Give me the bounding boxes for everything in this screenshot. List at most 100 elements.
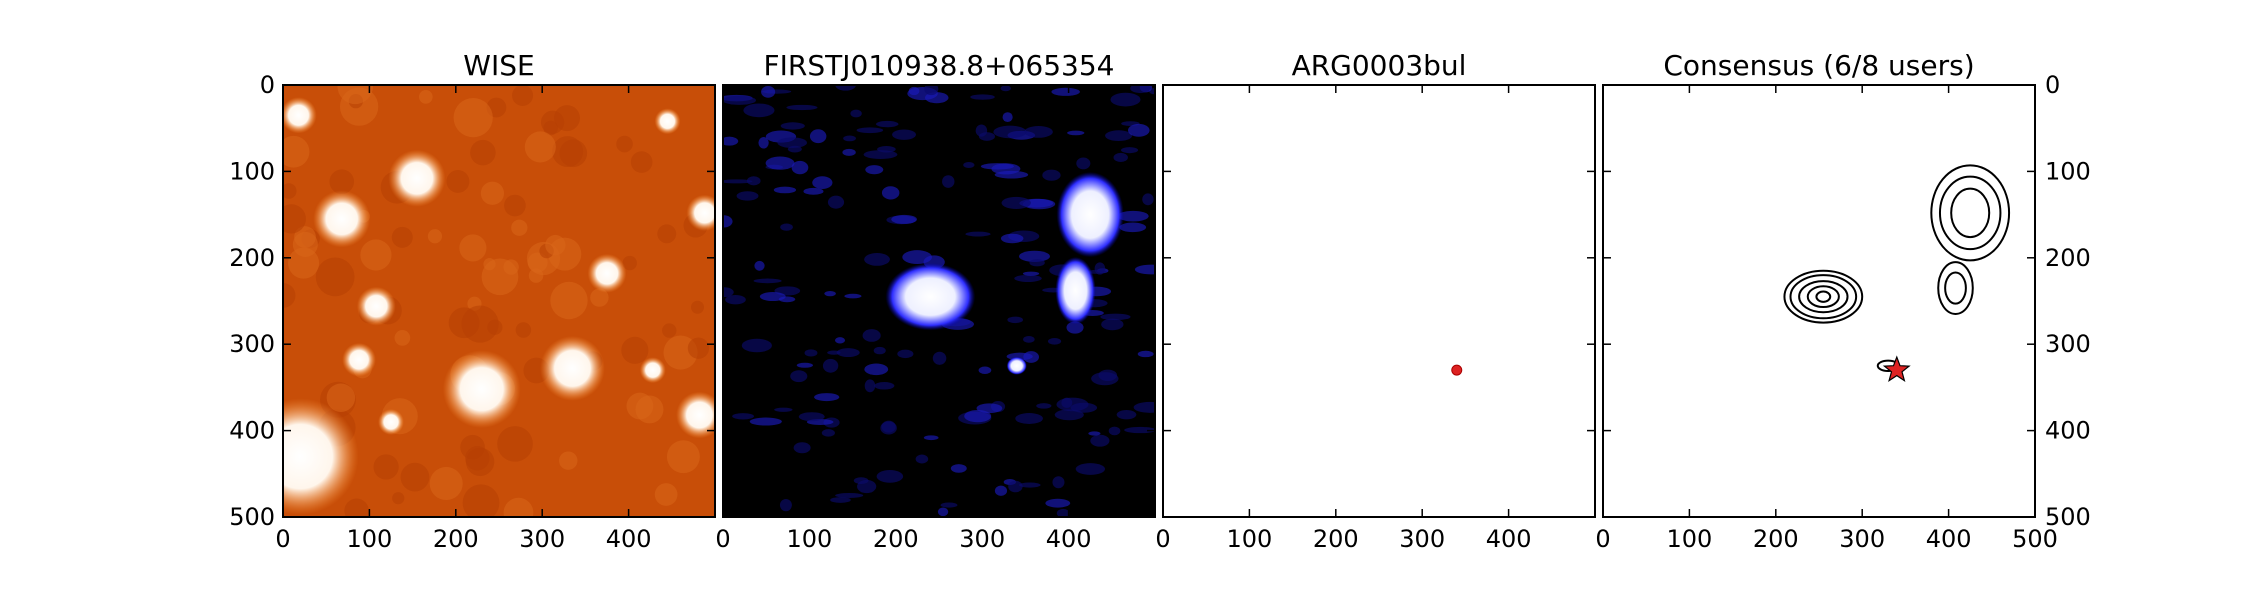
x-tick-label: 0 (275, 525, 290, 553)
noise-blob (480, 181, 505, 205)
noise-blob (850, 109, 862, 118)
contour-level (1944, 271, 1967, 305)
noise-blob (461, 305, 499, 343)
noise-blob (1014, 274, 1042, 282)
noise-blob (1007, 316, 1024, 324)
noise-blob (1023, 336, 1035, 343)
x-tick-label: 100 (786, 525, 832, 553)
noise-blob (337, 85, 373, 105)
y-tick-label: 200 (2045, 244, 2091, 272)
x-tick-label: 100 (1666, 525, 1712, 553)
noise-blob (1036, 403, 1052, 409)
noise-blob (994, 170, 1029, 179)
noise-blob (908, 86, 920, 96)
noise-blob (528, 268, 544, 283)
noise-blob (1120, 147, 1139, 154)
noise-blob (1137, 350, 1154, 358)
noise-blob (824, 291, 836, 297)
x-tick-label: 200 (873, 525, 919, 553)
wise-source (540, 335, 605, 401)
noise-blob (791, 160, 809, 175)
contour-level (1798, 280, 1849, 314)
noise-blob (759, 292, 786, 302)
noise-blob (970, 94, 995, 100)
wise-source (654, 108, 681, 135)
wise-source (356, 286, 396, 326)
noise-blob (1015, 413, 1043, 424)
noise-blob (621, 336, 649, 364)
noise-blob (993, 125, 1027, 139)
noise-blob (863, 150, 898, 160)
noise-blob (723, 287, 734, 298)
noise-blob (842, 148, 856, 156)
y-tick-label: 300 (229, 330, 275, 358)
noise-blob (1090, 434, 1110, 447)
noise-blob (862, 329, 881, 342)
noise-blob (980, 163, 1014, 170)
noise-blob (373, 454, 399, 480)
radio-source (1055, 256, 1096, 325)
panel-frame (1162, 84, 1596, 518)
noise-blob (881, 186, 900, 200)
noise-blob (1133, 401, 1155, 413)
noise-blob (875, 120, 899, 128)
noise-blob (1119, 222, 1147, 233)
noise-blob (865, 165, 884, 175)
noise-blob (753, 278, 782, 284)
noise-blob (809, 129, 827, 144)
noise-blob (814, 393, 840, 402)
noise-blob (1088, 431, 1101, 436)
noise-blob (1130, 85, 1151, 94)
noise-blob (326, 383, 356, 412)
panel-title: Consensus (6/8 users) (1663, 49, 1974, 82)
noise-blob (1000, 85, 1011, 92)
contour-level (1930, 164, 2011, 262)
noise-blob (503, 497, 534, 517)
noise-blob (765, 156, 795, 170)
noise-blob (1100, 313, 1131, 321)
panel-frame (722, 84, 1156, 518)
noise-blob (1056, 508, 1070, 517)
noise-blob (723, 215, 733, 228)
noise-blob (427, 229, 443, 244)
noise-blob (470, 139, 496, 166)
noise-blob (902, 250, 932, 265)
noise-blob (1075, 463, 1106, 475)
noise-blob (630, 151, 653, 173)
noise-blob (524, 131, 556, 163)
x-tick-label: 100 (1226, 525, 1272, 553)
noise-blob (965, 231, 991, 237)
noise-blob (283, 204, 306, 234)
noise-blob (821, 429, 835, 437)
noise-blob (1116, 409, 1137, 420)
noise-blob (622, 255, 637, 271)
contour-level (1789, 274, 1858, 320)
noise-blob (400, 462, 430, 492)
noise-blob (1008, 480, 1023, 493)
noise-blob (822, 358, 839, 373)
wise-source (587, 253, 627, 293)
radio-source (1056, 171, 1124, 258)
noise-blob (758, 137, 769, 149)
noise-blob (976, 403, 1003, 414)
noise-blob (1113, 152, 1128, 163)
noise-blob (1134, 264, 1155, 275)
noise-blob (462, 484, 500, 517)
x-tick-label: 500 (2012, 525, 2058, 553)
noise-blob (780, 122, 805, 130)
noise-blob (994, 485, 1008, 496)
panel-background (1163, 85, 1595, 517)
noise-blob (662, 323, 677, 338)
noise-blob (1029, 259, 1045, 267)
x-tick-label: 300 (959, 525, 1005, 553)
x-tick-label: 400 (1486, 525, 1532, 553)
contour-level (1815, 290, 1832, 303)
noise-blob (774, 407, 793, 412)
panel-frame (282, 84, 716, 518)
noise-blob (835, 492, 864, 498)
noise-blob (1054, 409, 1084, 421)
noise-blob (725, 294, 746, 305)
y-tick-label: 0 (2045, 71, 2060, 99)
noise-blob (924, 85, 939, 96)
y-tick-label: 500 (2045, 503, 2091, 531)
